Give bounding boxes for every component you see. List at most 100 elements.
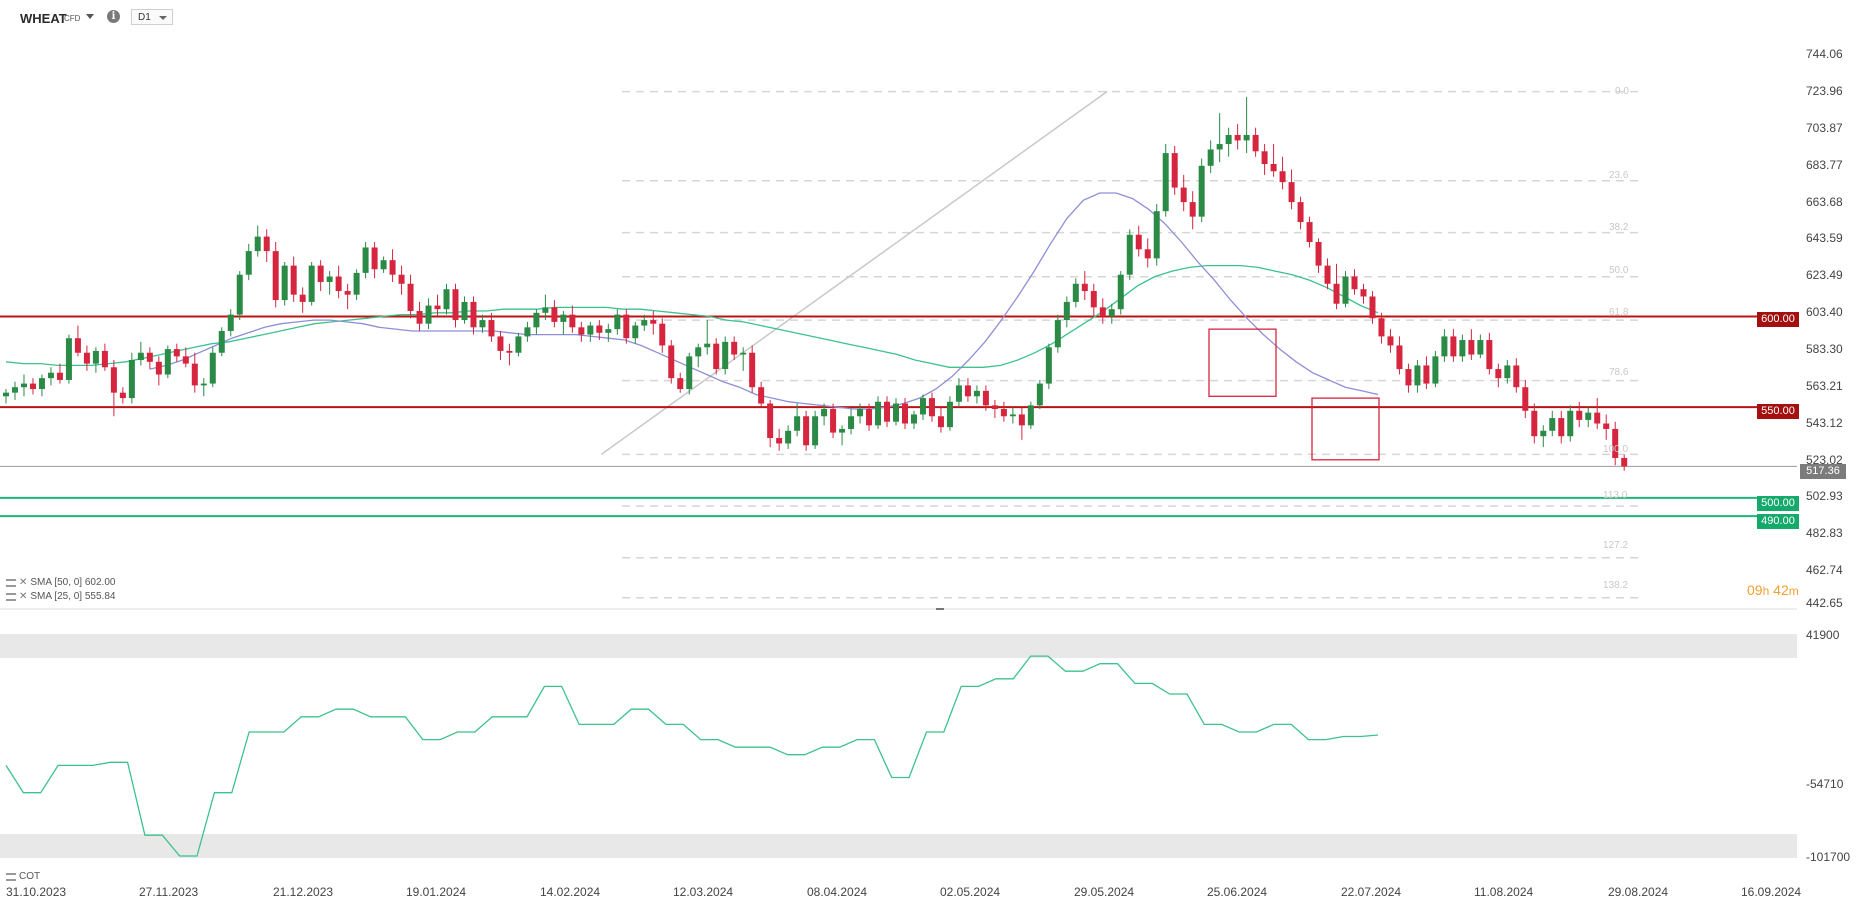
candle-body [191, 363, 198, 386]
candle-body [812, 416, 819, 446]
candle-body [1531, 410, 1538, 437]
candle-body [371, 247, 378, 270]
price-tick: 703.87 [1806, 121, 1843, 135]
candle-body [919, 398, 926, 415]
fib-label: 0.0 [1615, 86, 1629, 97]
candle-body [875, 401, 882, 426]
candle-body [137, 352, 144, 360]
candle-body [946, 401, 953, 428]
legend-sma50-label: SMA [50, 0] 602.00 [30, 577, 116, 588]
candle-body [56, 372, 63, 380]
candle-body [101, 350, 108, 368]
chevron-down-icon[interactable] [86, 14, 94, 19]
candle-body [1207, 149, 1214, 166]
candle-body [1612, 428, 1619, 458]
fib-label: 78.6 [1609, 367, 1629, 378]
close-icon[interactable]: ✕ [19, 591, 28, 602]
candle-body [524, 327, 531, 337]
price-tick: 663.68 [1806, 195, 1843, 209]
timeframe-value: D1 [138, 12, 151, 23]
candle-body [1216, 144, 1223, 150]
candle-body [830, 408, 837, 433]
candle-body [794, 416, 801, 431]
candle-body [964, 385, 971, 397]
candle-body [533, 312, 540, 328]
candle-body [380, 260, 387, 270]
candle-body [1441, 336, 1448, 357]
timeframe-select[interactable]: D1 [131, 9, 173, 25]
price-tick: 502.93 [1806, 489, 1843, 503]
timer-minutes: 42 [1773, 582, 1789, 598]
candle-body [362, 247, 369, 273]
candle-body [1468, 340, 1475, 355]
fib-label: 38.2 [1609, 222, 1629, 233]
candle-body [902, 403, 908, 424]
candle-body [1459, 340, 1466, 357]
candle-body [1549, 418, 1556, 431]
candle-body [506, 350, 513, 353]
legend-sma25[interactable]: ✕ SMA [25, 0] 555.84 [6, 591, 115, 602]
candle-body [119, 392, 126, 399]
fib-label: 113.0 [1603, 490, 1628, 501]
candle-body [497, 336, 504, 351]
candle-body [605, 329, 612, 333]
candle-body [884, 401, 891, 422]
sma25-line [149, 192, 1379, 410]
candle-body [785, 430, 792, 444]
candle-body [1072, 283, 1079, 302]
fib-label: 61.8 [1609, 307, 1629, 318]
candle-body [857, 408, 864, 417]
candle-body [632, 325, 639, 339]
date-tick: 25.06.2024 [1207, 885, 1268, 899]
candle-body [218, 330, 225, 353]
date-tick: 16.09.2024 [1741, 885, 1802, 899]
symbol-label[interactable]: WHEAT [20, 11, 67, 26]
candle-body [973, 390, 980, 397]
candle-body [1603, 423, 1610, 429]
price-tick: 563.21 [1806, 379, 1843, 393]
candle-body [821, 408, 828, 417]
price-tick: 462.74 [1806, 563, 1843, 577]
fib-label: 23.6 [1609, 170, 1629, 181]
candle-body [704, 343, 711, 348]
candle-body [542, 307, 549, 313]
cot-tick: 41900 [1806, 628, 1840, 642]
candle-body [1333, 283, 1340, 304]
candle-body [839, 428, 846, 433]
level-badge-550[interactable]: 550.00 [1757, 404, 1799, 419]
candle-body [1135, 234, 1142, 250]
candle-body [407, 283, 414, 311]
candle-timer: 09h 42m [1747, 582, 1799, 598]
candle-body [668, 345, 675, 379]
settings-lines-icon[interactable] [6, 592, 16, 601]
candle-body [299, 294, 306, 302]
level-badge-490[interactable]: 490.00 [1757, 514, 1799, 529]
info-icon[interactable]: i [107, 10, 120, 23]
candle-body [1540, 430, 1547, 437]
candle-body [479, 320, 486, 328]
candle-body [551, 307, 558, 322]
candle-body [1432, 356, 1439, 384]
candle-body [227, 314, 234, 331]
candle-body [695, 347, 702, 357]
candle-body [1162, 153, 1169, 212]
level-badge-500[interactable]: 500.00 [1757, 496, 1799, 511]
candle-body [982, 390, 989, 406]
legend-sma50[interactable]: ✕ SMA [50, 0] 602.00 [6, 577, 115, 588]
candle-body [1288, 182, 1295, 203]
level-badge-600[interactable]: 600.00 [1757, 312, 1799, 327]
candle-body [1423, 365, 1430, 384]
settings-lines-icon[interactable] [6, 578, 16, 587]
settings-lines-icon[interactable] [6, 872, 16, 881]
candle-body [1144, 249, 1151, 259]
candle-body [758, 387, 765, 404]
price-tick: 543.12 [1806, 416, 1843, 430]
legend-cot-label: COT [19, 871, 41, 882]
close-icon[interactable]: ✕ [19, 577, 28, 588]
candle-body [452, 289, 459, 321]
candle-body [164, 349, 171, 375]
candle-body [389, 260, 396, 275]
legend-cot[interactable]: COT [6, 871, 40, 882]
candle-body [335, 276, 342, 292]
